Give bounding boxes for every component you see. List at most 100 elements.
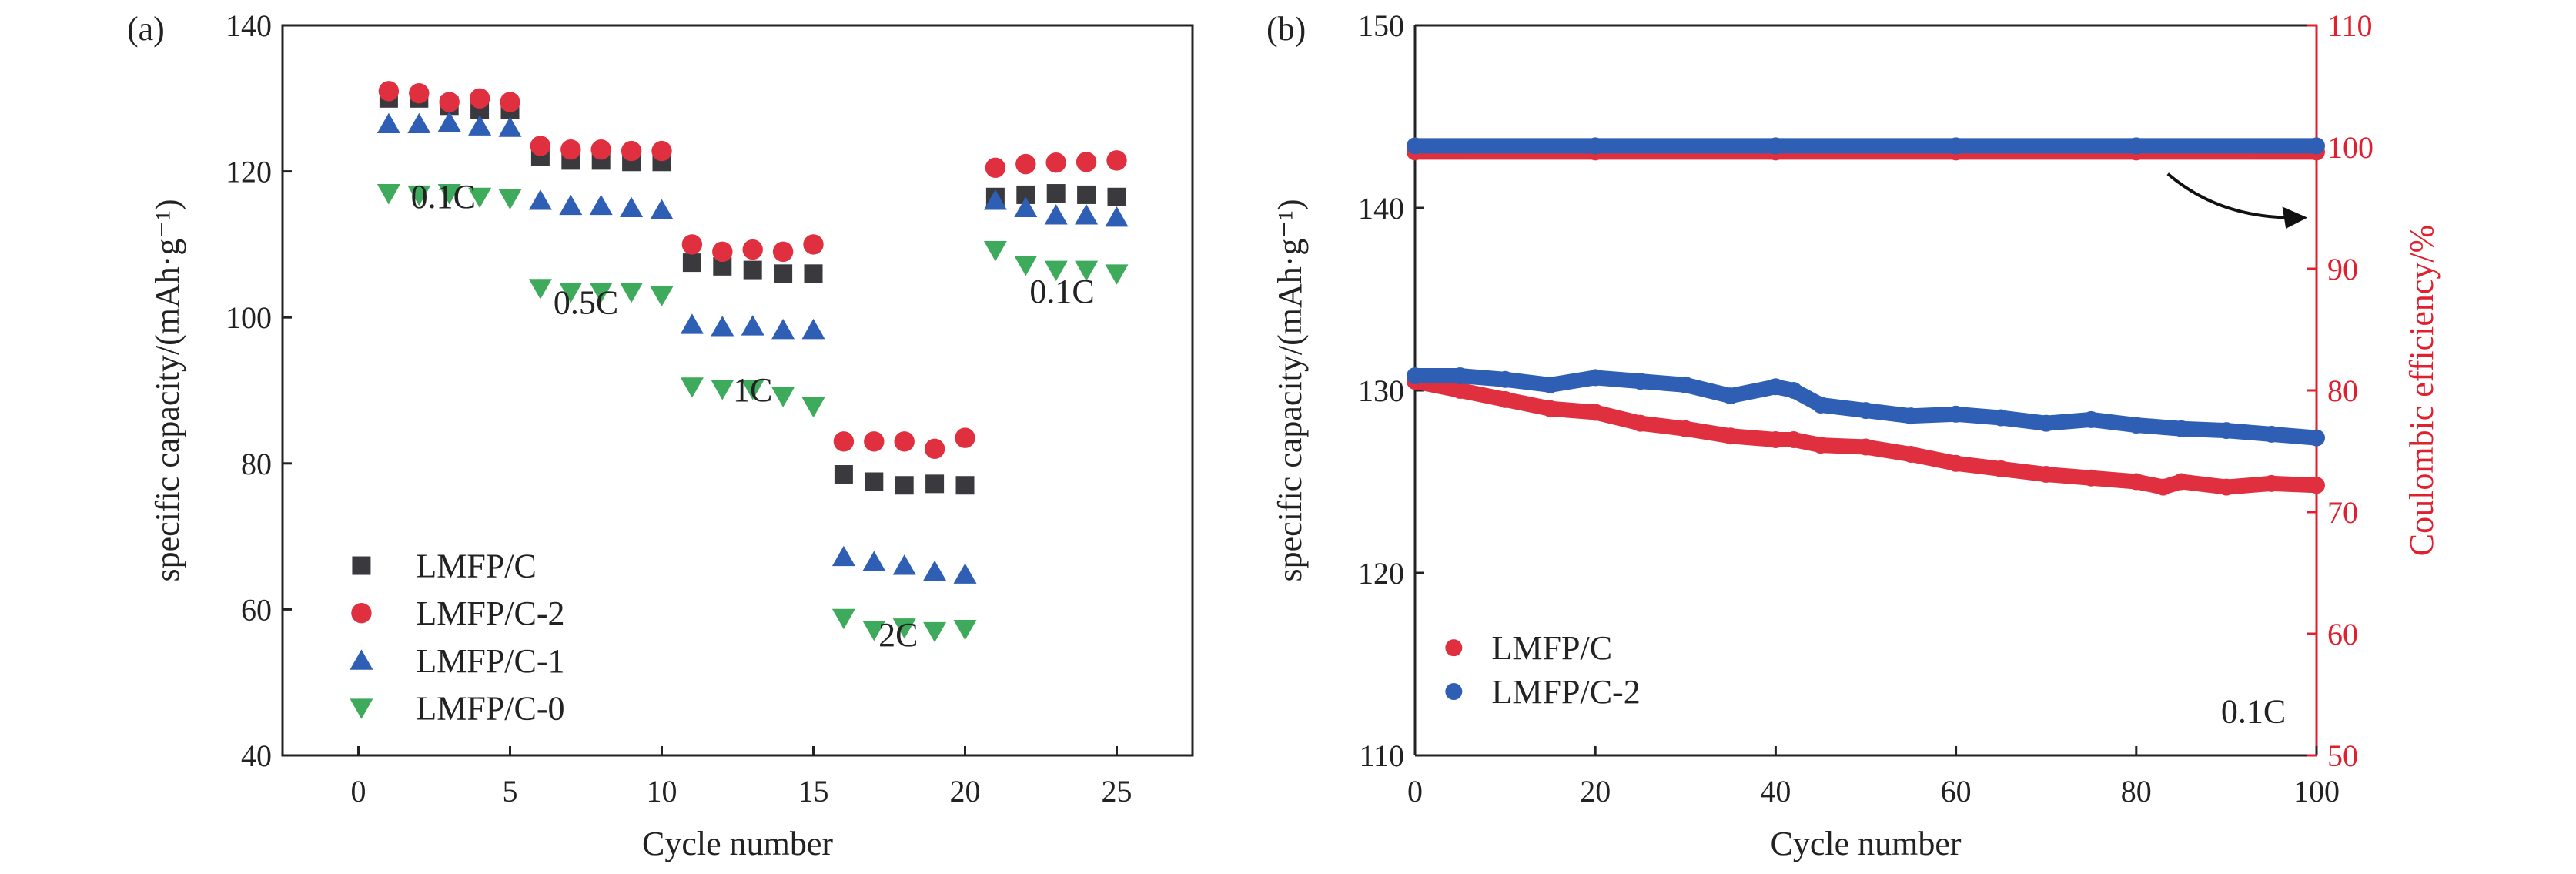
data-point-square [925,474,945,494]
data-point-square [1077,185,1096,204]
data-point-triangle-up [468,115,492,136]
data-point [1947,405,1965,423]
x-axis-label: Cycle number [642,825,833,862]
data-point-triangle-down [1075,260,1099,281]
x-axis-label: Cycle number [1770,825,1961,862]
data-point-circle [1106,150,1127,171]
data-point-circle [955,427,975,448]
data-point-circle [864,431,885,452]
panel-label: (b) [1266,10,1306,48]
data-point [1497,370,1514,388]
data-point [1631,373,1649,390]
data-point-triangle-down [437,184,461,205]
data-point-triangle-up [831,545,855,567]
data-point [2263,474,2280,492]
data-point [1767,430,1785,448]
data-point-triangle-down [741,380,764,400]
right-y-tick-label: 90 [2327,252,2358,286]
data-point-square [895,476,914,495]
data-point [1587,404,1604,421]
data-point-triangle-up [892,554,916,575]
data-point [2308,429,2325,447]
legend-marker [352,556,371,575]
right-y-tick-label: 80 [2327,373,2358,408]
data-point-triangle-up [801,318,825,340]
right-y-tick-label: 110 [2327,8,2373,43]
data-point-triangle-up [741,315,764,336]
data-point-square [865,472,884,491]
data-point-triangle-down [983,240,1007,262]
data-point-triangle-down [953,619,977,641]
data-point [1947,137,1965,155]
data-point-circle [772,241,794,263]
annotation-label: 0.5C [554,283,618,321]
data-point [1785,382,1802,399]
data-point-triangle-up [498,116,522,137]
data-point-triangle-up [862,551,886,571]
data-point [1992,409,2010,427]
data-point-triangle-up [1044,204,1068,225]
data-point [2217,422,2235,440]
data-point [1451,367,1469,385]
data-point-circle [1045,152,1066,173]
data-point [1407,367,1423,385]
data-point-circle [621,140,642,162]
data-point-circle [409,82,430,104]
data-point-triangle-down [801,397,825,418]
data-point [1677,420,1694,437]
right-y-tick-label: 60 [2327,617,2358,651]
y-tick-label: 60 [241,592,272,627]
legend-label: LMFP/C-2 [416,594,564,632]
annotation-label: 2C [878,616,918,654]
legend-marker [1445,639,1463,657]
data-point-triangle-up [953,563,977,584]
x-tick-label: 10 [647,774,677,809]
data-point-triangle-down [862,620,886,641]
plot-frame [281,24,1194,757]
data-point-triangle-down [589,283,613,303]
data-point-circle [894,431,915,452]
data-point-triangle-up [1014,196,1038,217]
data-point-circle [500,92,520,112]
data-point-square [955,476,975,495]
panel-label: (a) [127,10,165,48]
data-point-triangle-down [620,283,644,303]
data-point-triangle-down [831,608,855,630]
x-tick-label: 0 [351,774,366,809]
x-tick-label: 25 [1102,774,1132,809]
annotation-label: 0.1C [1029,273,1094,310]
data-point-triangle-up [1105,206,1129,227]
legend-label: LMFP/C-1 [416,642,564,680]
data-point-triangle-down [650,286,674,307]
y-tick-label: 80 [241,447,272,481]
x-tick-label: 80 [2121,774,2152,809]
data-point-circle [651,140,672,162]
data-point [2037,466,2055,484]
data-point-square [774,264,793,283]
data-point-circle [590,139,611,160]
data-point-square [1107,187,1126,206]
x-tick-label: 20 [1580,774,1611,809]
legend-label: LMFP/C-0 [416,689,564,727]
data-point-triangle-down [559,283,583,303]
y-tick-label: 140 [226,8,272,43]
data-point-triangle-up [620,196,644,217]
data-point [1902,445,1920,463]
legend-marker [350,649,373,670]
legend-label: LMFP/C [1492,629,1613,667]
x-tick-label: 20 [950,774,981,809]
data-point-circle [833,431,855,452]
data-point-triangle-down [407,185,431,206]
x-tick-label: 0 [1407,774,1423,809]
y-tick-label: 100 [226,300,272,335]
x-tick-label: 40 [1760,774,1791,809]
legend-marker [351,602,372,624]
data-point-triangle-down [1044,260,1068,281]
data-point-square [682,253,701,273]
data-point-triangle-down [468,187,492,209]
data-point-circle [530,136,551,156]
data-point-circle [803,234,824,255]
data-point-triangle-down [923,621,947,643]
data-point-square [1046,184,1066,203]
data-point [2127,417,2145,434]
